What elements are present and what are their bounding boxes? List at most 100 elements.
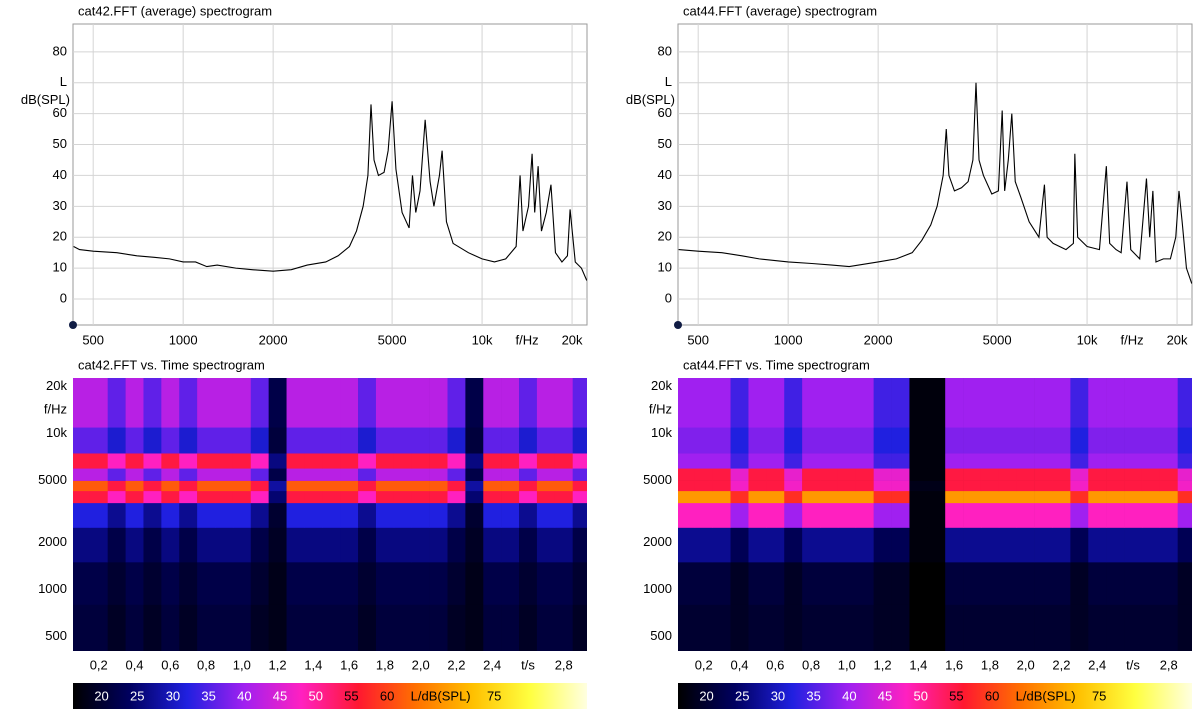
- x-tick-label: 5000: [983, 332, 1012, 347]
- heat-cell: [250, 502, 269, 528]
- heat-cell: [837, 453, 857, 469]
- y-axis-label: f/Hz: [649, 402, 672, 417]
- x-tick-label: 2,4: [483, 657, 501, 672]
- heat-cell: [501, 502, 520, 528]
- heat-cell: [1141, 490, 1161, 504]
- heat-cell: [73, 480, 91, 492]
- heat-cell: [304, 427, 323, 454]
- heat-cell: [980, 527, 1000, 563]
- heat-cell: [1034, 453, 1053, 469]
- x-tick-label: 1,8: [376, 657, 394, 672]
- heat-cell: [927, 490, 946, 504]
- heat-cell: [1159, 527, 1178, 563]
- heat-cell: [340, 562, 359, 605]
- heat-cell: [1159, 562, 1178, 605]
- heat-cell: [483, 502, 502, 528]
- heat-cell: [322, 427, 341, 454]
- heat-cell: [358, 468, 377, 481]
- y-tick-label: 30: [658, 198, 672, 213]
- heat-cell: [554, 453, 573, 469]
- heat-cell: [232, 378, 252, 428]
- heat-cell: [197, 502, 216, 528]
- heat-cell: [215, 562, 234, 605]
- colorbar-tick-label: 20: [94, 688, 108, 703]
- heat-cell: [143, 502, 162, 528]
- heat-cell: [197, 562, 216, 605]
- heat-cell: [411, 453, 430, 469]
- heat-cell: [107, 468, 126, 481]
- heat-cell: [1088, 378, 1107, 428]
- heat-cell: [909, 527, 928, 563]
- heat-cell: [483, 490, 502, 504]
- heat-cell: [998, 427, 1018, 454]
- heat-cell: [1016, 502, 1035, 528]
- x-tick-label: 0,6: [766, 657, 784, 672]
- heat-cell: [945, 453, 964, 469]
- heat-cell: [215, 453, 234, 469]
- heat-cell: [536, 562, 556, 605]
- heat-cell: [161, 490, 180, 504]
- heat-cell: [197, 453, 216, 469]
- heat-cell: [1016, 490, 1035, 504]
- heat-cell: [1052, 480, 1071, 492]
- heat-cell: [678, 604, 696, 651]
- spectrum-line: [73, 101, 587, 281]
- heat-cell: [963, 604, 982, 651]
- heat-cell: [322, 468, 341, 481]
- heat-cell: [125, 604, 144, 651]
- heat-cell: [1141, 468, 1161, 481]
- heat-cell: [143, 527, 162, 563]
- heat-cell: [820, 480, 839, 492]
- heat-cell: [286, 562, 305, 605]
- heat-cell: [909, 490, 928, 504]
- y-tick-label: 40: [53, 167, 67, 182]
- heat-cell: [161, 468, 180, 481]
- x-tick-label: 2,0: [1017, 657, 1035, 672]
- x-tick-label: 2,2: [1052, 657, 1070, 672]
- heat-cell: [909, 562, 928, 605]
- heat-cell: [73, 378, 91, 428]
- heat-cell: [837, 480, 857, 492]
- heat-cell: [73, 604, 91, 651]
- heat-cell: [250, 378, 269, 428]
- heat-cell: [694, 502, 713, 528]
- heat-cell: [179, 562, 198, 605]
- heat-cell: [268, 480, 287, 492]
- heat-cell: [1034, 490, 1053, 504]
- heat-cell: [980, 427, 1000, 454]
- heat-cell: [678, 427, 696, 454]
- heat-cell: [483, 378, 502, 428]
- heat-cell: [927, 468, 946, 481]
- heat-cell: [215, 468, 234, 481]
- heat-cell: [963, 378, 982, 428]
- heat-cell: [1070, 480, 1089, 492]
- heat-cell: [1124, 427, 1143, 454]
- x-tick-label: 1,2: [269, 657, 287, 672]
- heat-cell: [286, 480, 305, 492]
- y-tick-label: 10k: [46, 425, 67, 440]
- heat-cell: [730, 502, 749, 528]
- colorbar: [678, 683, 1192, 709]
- heat-cell: [998, 604, 1018, 651]
- heat-cell: [678, 378, 696, 428]
- colorbar-tick-label: 60: [985, 688, 999, 703]
- heat-cell: [1070, 527, 1089, 563]
- heat-cell: [891, 527, 910, 563]
- heat-cell: [694, 562, 713, 605]
- heat-cell: [1159, 427, 1178, 454]
- heat-cell: [1034, 604, 1053, 651]
- heat-cell: [197, 604, 216, 651]
- colorbar-tick-label: 50: [913, 688, 927, 703]
- heat-cell: [820, 378, 839, 428]
- heat-cell: [712, 480, 731, 492]
- heat-cell: [536, 453, 556, 469]
- x-tick-label: 500: [82, 332, 104, 347]
- y-tick-label: 30: [53, 198, 67, 213]
- heat-cell: [161, 604, 180, 651]
- heat-cell: [125, 378, 144, 428]
- x-tick-label: 2,2: [447, 657, 465, 672]
- heat-cell: [891, 480, 910, 492]
- heat-cell: [730, 480, 749, 492]
- x-tick-label: 1,2: [874, 657, 892, 672]
- heat-cell: [927, 604, 946, 651]
